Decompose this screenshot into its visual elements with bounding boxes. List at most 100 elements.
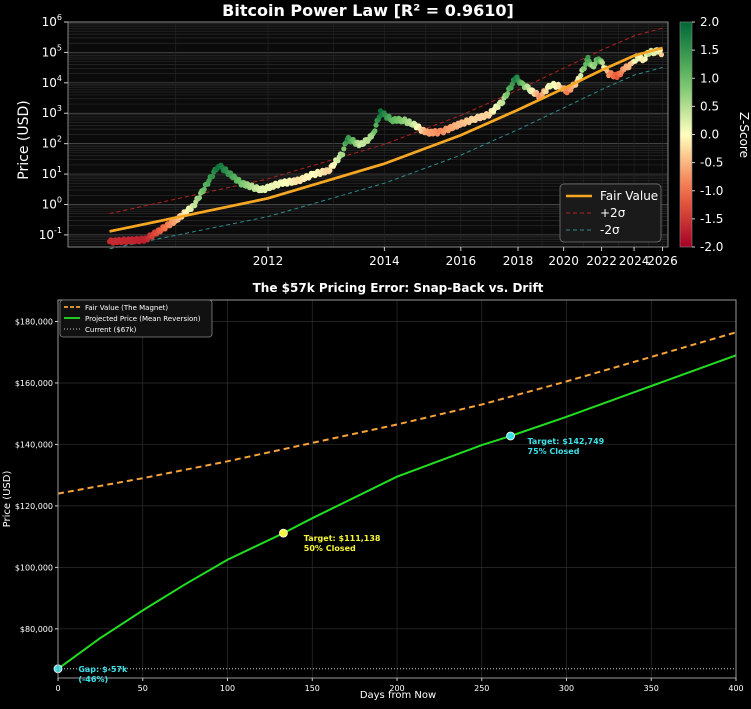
x-tick-label: 2014 [369,254,400,268]
y-tick-label: 10-1 [39,226,62,242]
legend-label: Current ($67k) [85,326,137,334]
x-tick-label: 300 [559,684,574,693]
x-tick-label: 2018 [503,254,534,268]
legend: Fair Value (The Magnet) Projected Price (… [59,299,213,338]
plot-area [53,299,737,679]
price-point [583,61,589,67]
price-point [581,66,587,72]
legend-box [59,299,213,338]
x-tick-label: 2012 [253,254,284,268]
colorbar-tick-label: -0.5 [700,156,723,170]
x-tick-label: 200 [389,684,404,693]
x-tick-label: 0 [55,684,60,693]
x-tick-label: 400 [728,684,743,693]
legend-label: Fair Value [600,189,658,203]
annotation-line: Target: $142,749 [528,437,605,446]
power-law-chart-svg: Bitcoin Power Law [R² = 0.9610] Price (U… [16,1,751,268]
series-line [109,27,663,215]
series-line [57,331,737,495]
colorbar-tick-label: -1.0 [700,184,723,198]
annotation-line: 75% Closed [528,447,580,456]
y-tick-label: $140,000 [15,440,53,449]
y-tick-exponent: 3 [57,104,62,113]
colorbar-tick-label: 2.0 [700,15,719,29]
y-tick-label: $100,000 [15,563,53,572]
y-tick-label: $160,000 [15,379,53,388]
x-tick-label: 150 [305,684,320,693]
y-tick-label: $80,000 [20,625,53,634]
y-axis-label: Price (USD) [2,471,13,528]
annotation: Gap: $-57k (-46%) [78,665,128,684]
legend-label: Projected Price (Mean Reversion) [85,315,201,323]
colorbar-tick-label: -1.5 [700,212,723,226]
price-point [373,122,379,128]
y-tick-exponent: 6 [57,13,62,22]
price-point [201,186,207,192]
price-point [504,91,511,97]
legend-label: -2σ [600,223,620,237]
y-tick-label: 101 [42,165,62,181]
annotation-line: Gap: $-57k [78,665,128,674]
y-tick-label: 103 [42,104,62,120]
chart-title: The $57k Pricing Error: Snap-Back vs. Dr… [253,281,544,295]
y-tick-exponent: 0 [57,195,62,204]
price-point [196,195,202,201]
legend: Fair Value +2σ -2σ [559,183,662,243]
annotation-line: Target: $111,138 [304,534,381,543]
colorbar-tick-label: 0.5 [700,99,719,113]
legend-box [559,183,662,243]
y-tick-exponent: 5 [57,43,62,52]
pricing-error-chart: The $57k Pricing Error: Snap-Back vs. Dr… [0,272,751,709]
price-point [599,60,606,66]
plot-frame [67,21,669,248]
price-point [642,56,648,62]
series-line [57,354,737,670]
plot-area [67,21,669,250]
x-tick-label: 100 [220,684,235,693]
y-tick-exponent: -1 [54,226,62,235]
colorbar-label: Z-Score [737,112,751,158]
legend-label: Fair Value (The Magnet) [85,304,168,312]
target-marker [506,431,515,441]
price-point [372,128,378,134]
y-tick-exponent: 2 [57,135,62,144]
y-tick-label: $120,000 [15,502,53,511]
price-point [509,81,515,87]
legend-label: +2σ [600,206,626,220]
colorbar-tick-label: 1.5 [700,43,719,57]
x-tick-label: 350 [644,684,659,693]
y-tick-exponent: 4 [57,74,62,83]
y-tick-exponent: 1 [57,165,62,174]
x-tick-label: 2022 [586,254,617,268]
price-point [210,173,216,179]
x-tick-label: 2016 [446,254,477,268]
y-tick-label: $180,000 [15,318,53,327]
power-law-chart: Bitcoin Power Law [R² = 0.9610] Price (U… [0,0,751,272]
price-point [585,54,591,60]
price-point [341,146,347,152]
y-tick-label: 106 [42,13,62,29]
colorbar-tick-label: 0.0 [700,128,719,142]
chart-title: Bitcoin Power Law [R² = 0.9610] [222,1,514,20]
price-point [658,52,665,58]
annotation-line: (-46%) [78,675,108,684]
price-point [578,72,584,79]
price-point [192,203,198,209]
fair-value-line [109,46,663,233]
x-tick-label: 2026 [647,254,678,268]
price-point [592,61,598,67]
colorbar-tick-label: 1.0 [700,71,719,85]
price-point [327,167,333,174]
colorbar [679,21,693,248]
annotation: Target: $142,749 75% Closed [528,437,605,456]
y-tick-label: 102 [42,135,62,151]
annotation-line: 50% Closed [304,544,356,553]
y-tick-label: 105 [42,43,62,59]
x-tick-label: 2024 [619,254,650,268]
x-axis-label: Days from Now [360,690,436,701]
colorbar-tick-label: -2.0 [700,240,723,254]
x-tick-label: 250 [474,684,489,693]
annotation: Target: $111,138 50% Closed [304,534,381,553]
y-tick-label: 100 [42,195,62,211]
price-scatter [107,47,665,246]
